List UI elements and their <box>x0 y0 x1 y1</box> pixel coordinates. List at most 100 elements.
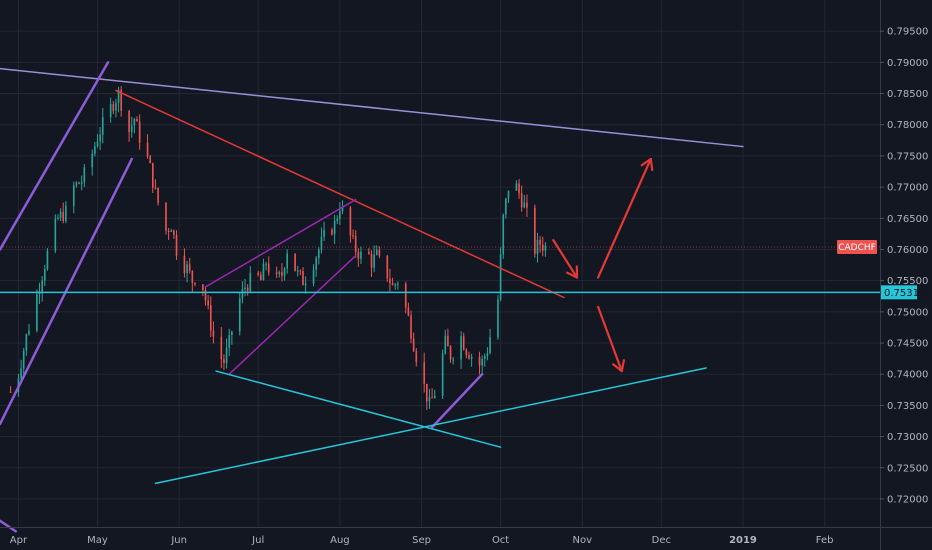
channel-stub-line <box>0 519 18 533</box>
candle-body <box>130 125 133 132</box>
candle-body <box>373 254 375 268</box>
time-tick-label: Jun <box>170 535 187 546</box>
candle-body <box>447 335 449 347</box>
price-tick-label: 0.76000 <box>887 245 928 256</box>
candle-body <box>57 217 59 219</box>
candle-body <box>507 190 510 199</box>
candle-body <box>59 211 62 218</box>
price-tick-label: 0.75000 <box>887 307 928 318</box>
candle-body <box>441 353 444 396</box>
candle-body <box>146 142 149 157</box>
candle-body <box>22 350 25 369</box>
candle-body <box>336 218 339 221</box>
candle-body <box>249 272 252 292</box>
candle-body <box>91 153 94 168</box>
time-tick-label: May <box>87 535 108 546</box>
candle-body <box>331 229 333 235</box>
price-tick-label: 0.79000 <box>887 58 928 69</box>
candle-body <box>523 202 526 208</box>
wedge-lower-line <box>228 254 357 375</box>
time-tick-label: Apr <box>10 535 28 546</box>
price-tick-label: 0.78000 <box>887 120 928 131</box>
candle-body <box>117 89 120 103</box>
candle-body <box>231 331 233 336</box>
candle-body <box>9 391 12 393</box>
price-axis[interactable]: 0.79500 0.79000 0.78500 0.78000 0.77500 0.770… <box>837 0 928 550</box>
candle-body <box>191 270 194 283</box>
candle-body <box>109 104 112 118</box>
september-rising-line <box>430 372 484 429</box>
candle-body <box>223 359 225 364</box>
candlestick-series <box>9 86 547 410</box>
candle-body <box>43 269 46 281</box>
candle-body <box>36 294 38 331</box>
candle-body <box>209 305 212 331</box>
candle-body <box>112 104 115 111</box>
candle-body <box>75 182 78 186</box>
price-tick-label: 0.78500 <box>887 89 928 100</box>
candle-body <box>281 272 283 276</box>
candle-body <box>352 235 354 237</box>
candle-body <box>244 287 246 290</box>
long-resistance-trendline <box>0 67 744 148</box>
candle-body <box>360 251 362 259</box>
candle-body <box>25 334 28 351</box>
candle-body <box>465 349 468 356</box>
candle-body <box>267 263 270 273</box>
price-tick-label: 0.73000 <box>887 432 928 443</box>
candle-body <box>478 356 481 366</box>
candle-body <box>370 253 373 268</box>
candle-body <box>349 207 352 236</box>
candle-body <box>225 347 228 364</box>
time-axis[interactable]: Apr May Jun Jul Aug Sep Oct Nov Dec 2019 Feb <box>0 527 932 547</box>
candle-body <box>94 146 96 154</box>
time-tick-label: Aug <box>330 535 350 546</box>
candle-body <box>283 268 286 276</box>
candle-body <box>257 272 260 275</box>
candle-body <box>462 336 465 350</box>
candle-body <box>173 230 175 235</box>
candle-body <box>339 211 341 219</box>
candle-body <box>194 282 196 285</box>
candle-body <box>275 272 278 275</box>
support-price-label: 0.75313 <box>884 288 925 299</box>
arrow-up-target <box>596 157 652 279</box>
candle-body <box>426 383 428 402</box>
candle-body <box>354 235 357 253</box>
candle-body <box>323 229 325 237</box>
candle-body <box>378 249 381 256</box>
candle-body <box>534 207 536 254</box>
candle-body <box>315 258 317 270</box>
wedge-upper-line <box>204 198 357 288</box>
candle-body <box>481 358 483 366</box>
candle-body <box>188 264 191 271</box>
time-tick-label: Jul <box>251 535 264 546</box>
price-tick-label: 0.72000 <box>887 494 928 505</box>
candle-body <box>412 338 415 352</box>
candle-body <box>386 255 389 279</box>
candle-body <box>278 272 281 275</box>
candle-body <box>78 182 80 184</box>
candle-body <box>183 255 186 274</box>
candle-body <box>502 214 505 255</box>
candle-body <box>99 134 101 142</box>
price-tick-label: 0.74000 <box>887 370 928 381</box>
candle-body <box>333 220 336 235</box>
price-tick-label: 0.77500 <box>887 151 928 162</box>
symbol-badge <box>837 239 877 254</box>
candle-body <box>299 270 302 272</box>
arrow-down-to-support <box>552 239 579 279</box>
candle-body <box>520 193 523 208</box>
price-tick-label: 0.72500 <box>887 463 928 474</box>
candle-body <box>228 335 231 348</box>
arrow-down-to-support-head <box>566 265 579 279</box>
candle-body <box>368 251 370 254</box>
candle-body <box>238 298 241 332</box>
price-tick-label: 0.75500 <box>887 276 928 287</box>
candle-body <box>394 284 397 286</box>
cyan-ascending-line <box>154 367 707 485</box>
arrow-up-target-head <box>640 157 654 172</box>
time-tick-label: Nov <box>573 535 593 546</box>
